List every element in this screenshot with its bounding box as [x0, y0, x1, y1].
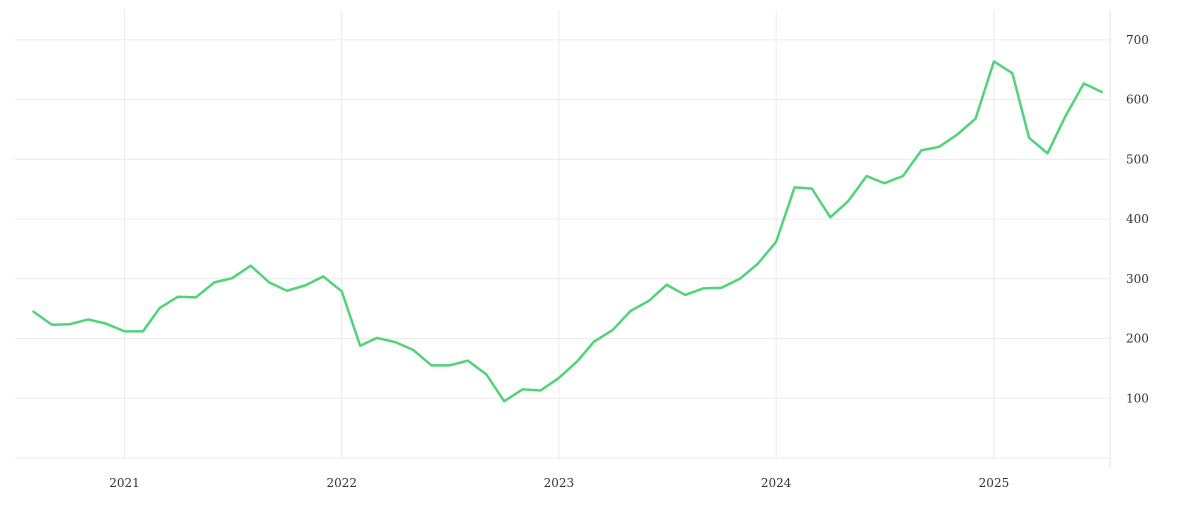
data-point: [756, 262, 760, 266]
data-point: [919, 148, 923, 152]
data-point: [1027, 136, 1031, 140]
data-point: [358, 344, 362, 348]
y-tick-label: 500: [1126, 152, 1149, 166]
label-layer: 100 200 300 400 500 600 700 2021 2022 2023 2024 202…: [109, 33, 1149, 490]
data-point: [31, 310, 35, 314]
data-point: [285, 289, 289, 293]
y-tick-label: 400: [1126, 212, 1149, 226]
data-point: [846, 199, 850, 203]
data-point: [810, 187, 814, 191]
x-tick-label: 2023: [544, 476, 575, 490]
data-point: [828, 215, 832, 219]
data-point: [484, 372, 488, 376]
y-tick-label: 100: [1126, 391, 1149, 405]
data-point: [447, 363, 451, 367]
data-point: [393, 340, 397, 344]
data-point: [267, 280, 271, 284]
x-tick-label: 2022: [326, 476, 357, 490]
data-point: [321, 274, 325, 278]
data-point: [194, 295, 198, 299]
y-tick-label: 600: [1126, 93, 1149, 107]
data-point: [303, 283, 307, 287]
data-point: [557, 376, 561, 380]
data-point: [592, 340, 596, 344]
data-point: [1100, 90, 1104, 94]
data-point: [340, 289, 344, 293]
data-point: [249, 264, 253, 268]
data-point: [647, 299, 651, 303]
data-point: [1082, 81, 1086, 85]
data-point: [430, 363, 434, 367]
data-point: [992, 59, 996, 63]
data-point: [141, 329, 145, 333]
data-point: [521, 387, 525, 391]
data-point: [176, 295, 180, 299]
data-point: [50, 323, 54, 327]
data-point: [719, 286, 723, 290]
data-point: [974, 117, 978, 121]
data-point: [575, 359, 579, 363]
data-point: [610, 328, 614, 332]
data-point: [956, 132, 960, 136]
y-tick-label: 700: [1126, 33, 1149, 47]
data-point: [665, 283, 669, 287]
data-point: [411, 348, 415, 352]
data-point: [375, 336, 379, 340]
data-point: [882, 181, 886, 185]
y-tick-label: 200: [1126, 332, 1149, 346]
data-point: [628, 309, 632, 313]
grid-layer: [15, 10, 1110, 459]
series-line-0: [32, 60, 1103, 403]
data-point: [1010, 71, 1014, 75]
data-point: [1046, 151, 1050, 155]
data-point: [937, 145, 941, 149]
series-layer: [31, 59, 1104, 403]
x-tick-label: 2021: [109, 476, 140, 490]
y-tick-label: 300: [1126, 272, 1149, 286]
data-point: [702, 286, 706, 290]
data-point: [901, 174, 905, 178]
data-point: [158, 306, 162, 310]
data-point: [212, 280, 216, 284]
data-point: [502, 399, 506, 403]
data-point: [683, 293, 687, 297]
data-point: [538, 389, 542, 393]
data-point: [68, 322, 72, 326]
data-point: [774, 240, 778, 244]
x-tick-label: 2025: [979, 476, 1010, 490]
data-point: [793, 185, 797, 189]
data-point: [466, 359, 470, 363]
data-point: [86, 317, 90, 321]
data-point: [230, 276, 234, 280]
data-point: [123, 329, 127, 333]
data-point: [738, 277, 742, 281]
data-point: [865, 174, 869, 178]
data-point: [1063, 114, 1067, 118]
x-tick-label: 2024: [761, 476, 792, 490]
data-point: [104, 322, 108, 326]
